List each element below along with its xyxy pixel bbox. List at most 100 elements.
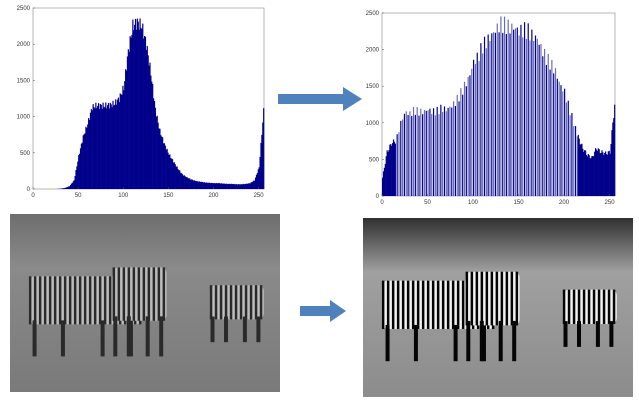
histogram-bar: [592, 156, 594, 196]
histogram-bar: [579, 144, 581, 196]
histogram-bar: [560, 85, 562, 196]
histogram-bar: [423, 109, 426, 196]
histogram-bar: [388, 150, 390, 196]
histogram-bar: [540, 43, 542, 196]
histogram-bar: [562, 91, 564, 196]
histogram-bar: [249, 183, 251, 189]
histogram-bar: [66, 187, 68, 189]
histogram-bar: [256, 173, 258, 189]
histogram-bar: [192, 180, 194, 189]
histogram-bar: [73, 180, 75, 189]
histogram-bar: [69, 184, 72, 189]
histogram-bar: [92, 104, 94, 189]
histogram-bar: [80, 143, 83, 189]
histogram-bar: [212, 183, 214, 189]
histogram-bar: [141, 28, 143, 189]
histogram-bar: [422, 114, 424, 196]
histogram-bar: [418, 115, 420, 196]
histogram-bar: [385, 156, 387, 196]
histogram-bar: [609, 153, 611, 196]
histogram-bar: [67, 186, 69, 189]
histogram-bar: [139, 18, 141, 189]
histogram-bar: [469, 75, 471, 196]
histogram-bar: [516, 27, 518, 197]
arrow-top: [278, 87, 362, 111]
histogram-bar: [583, 151, 585, 196]
histogram-bar: [396, 134, 398, 196]
histogram-bar: [232, 184, 234, 189]
histogram-bar: [221, 183, 223, 189]
histogram-bar: [224, 183, 226, 189]
histogram-bar: [62, 188, 64, 189]
histogram-bar: [400, 120, 402, 196]
histogram-bar: [382, 177, 384, 196]
histogram-bar: [235, 184, 237, 189]
histogram-bar: [81, 142, 83, 189]
histogram-bar: [111, 107, 113, 189]
histogram-bar: [118, 102, 120, 189]
histogram-bar: [191, 179, 194, 189]
histogram-bar: [578, 138, 580, 196]
y-tick-label: 2500: [366, 11, 380, 17]
histogram-bar: [143, 38, 145, 189]
histogram-bar: [236, 184, 239, 189]
histogram-bar: [595, 149, 598, 196]
histogram-bar: [478, 61, 480, 196]
histogram-bar: [491, 33, 493, 197]
histogram-bar: [131, 34, 133, 189]
histogram-bar: [582, 148, 584, 196]
histogram-bar: [82, 135, 84, 189]
histogram-bar: [613, 118, 615, 196]
histogram-bar: [123, 90, 125, 189]
histogram-bar: [166, 148, 168, 189]
x-tick-label: 200: [559, 200, 570, 206]
histogram-bar: [420, 108, 422, 196]
histogram-bar: [218, 183, 221, 189]
histogram-bar: [110, 104, 112, 189]
histogram-bar: [156, 115, 158, 189]
histogram-bar: [189, 178, 191, 189]
histogram-bar: [241, 184, 243, 189]
histogram-bar: [128, 51, 130, 189]
histogram-bar: [180, 173, 183, 189]
histogram-bar: [140, 27, 142, 189]
histogram-bar: [551, 59, 553, 196]
histogram-bar: [405, 111, 407, 196]
histogram-bar: [184, 176, 186, 189]
histogram-bar: [482, 53, 484, 196]
histogram-bar: [204, 182, 206, 189]
histogram-bar: [589, 158, 591, 196]
histogram-bar: [121, 94, 123, 189]
histogram-bar: [425, 110, 427, 196]
histogram-bar: [534, 35, 537, 196]
histogram-bar: [440, 104, 442, 196]
histogram-bar: [179, 170, 181, 189]
histogram-bar: [153, 98, 155, 189]
histogram-bar: [445, 111, 447, 196]
histogram-bar: [78, 155, 80, 189]
histogram-bar: [230, 183, 232, 189]
histogram-bar: [211, 183, 213, 189]
histogram-bar: [88, 119, 91, 189]
histogram-bar: [392, 139, 395, 196]
histogram-bar: [88, 118, 90, 189]
histogram-bar: [518, 35, 520, 196]
zebra-photo-original: [10, 214, 280, 392]
histogram-bar: [463, 81, 466, 196]
histogram-bar: [493, 32, 495, 196]
histogram-bar: [199, 181, 201, 189]
histogram-bar: [125, 69, 127, 189]
histogram-bar: [109, 102, 111, 189]
histogram-bar: [60, 188, 63, 189]
histogram-bar: [487, 34, 489, 196]
histogram-bar: [513, 29, 515, 197]
zebra-photo-equalized: [363, 218, 633, 397]
histogram-bar: [480, 43, 482, 197]
histogram-bar: [243, 183, 245, 189]
histogram-bar: [599, 153, 601, 196]
histogram-bar: [193, 180, 195, 189]
histogram-bar: [253, 180, 255, 189]
histogram-bar: [429, 108, 431, 196]
histogram-bar: [168, 155, 170, 189]
